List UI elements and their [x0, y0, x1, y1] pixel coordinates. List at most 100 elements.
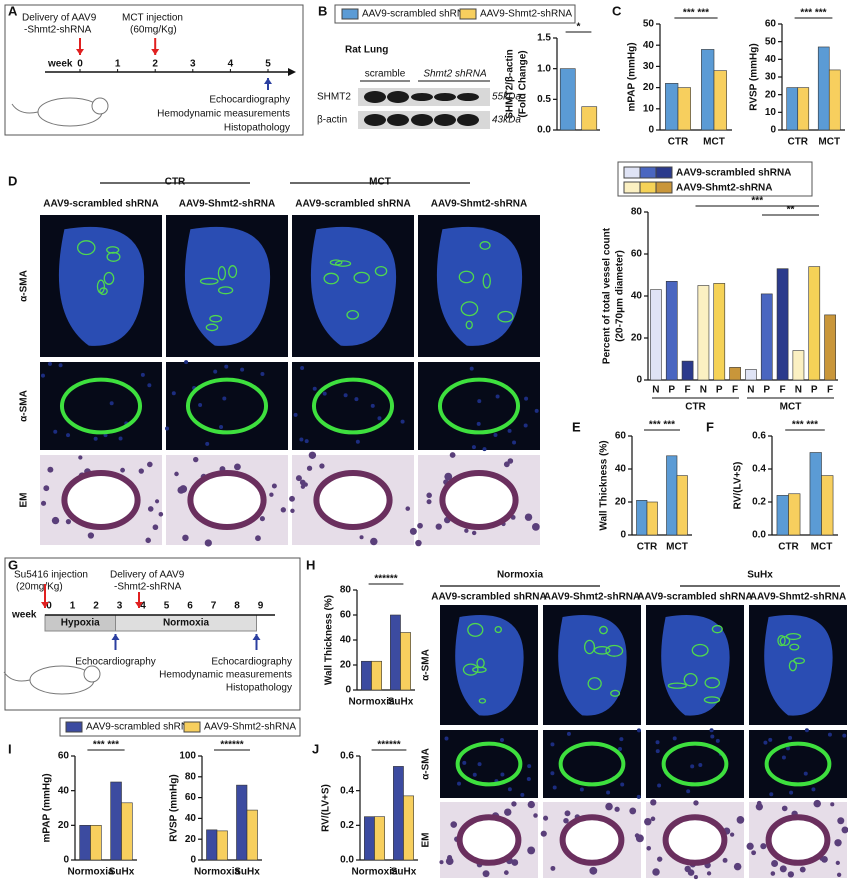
vessel [497, 310, 514, 323]
nucleus [837, 817, 845, 825]
nucleus [471, 530, 477, 536]
nucleus [527, 764, 532, 769]
vessel [460, 301, 479, 317]
legend-box [59, 717, 301, 737]
nucleus [614, 806, 620, 812]
week-label: 8 [234, 601, 240, 612]
legend-label: AAV9-scrambled shRNA [362, 9, 471, 20]
y-tick-label: 0 [620, 530, 626, 541]
nucleus [295, 475, 302, 482]
nucleus [140, 372, 145, 377]
nucleus [476, 421, 481, 426]
x-tick-label: N [700, 385, 707, 396]
x-tick-label: F [685, 385, 691, 396]
panel-letter: B [318, 3, 327, 18]
label: SuHx [747, 570, 773, 581]
y-tick-label: 20 [765, 89, 777, 100]
nucleus [179, 485, 188, 493]
arrow-head [288, 68, 296, 76]
nucleus [53, 429, 58, 434]
bar [400, 632, 411, 691]
legend-label: AAV9-Shmt2-shRNA [204, 722, 296, 733]
nucleus [789, 790, 794, 795]
nucleus [503, 870, 509, 876]
nucleus [686, 789, 691, 794]
sig-label: *** *** [800, 8, 826, 19]
vessel [228, 265, 238, 279]
nucleus [65, 518, 72, 525]
nucleus [138, 468, 144, 474]
nucleus [605, 802, 613, 811]
nucleus [507, 458, 514, 464]
vessel [779, 635, 791, 647]
vessel [103, 271, 115, 285]
bar [666, 455, 678, 536]
bar [828, 69, 841, 131]
nucleus [526, 777, 531, 782]
x-tick-label: Normoxia [67, 867, 114, 878]
y-axis-label: Wall Thickness (%) [324, 595, 335, 685]
nucleus [579, 787, 584, 792]
vessel [96, 279, 106, 294]
bar [808, 266, 821, 381]
bar [393, 766, 404, 861]
nucleus [152, 524, 159, 531]
x-tick-label: SuHx [388, 697, 414, 708]
label: EM [421, 833, 432, 848]
nucleus [841, 826, 848, 834]
label: -Shmt2-shRNA [24, 25, 92, 36]
nucleus [781, 805, 788, 812]
micrograph [646, 730, 744, 798]
group-label: MCT [780, 402, 802, 413]
nucleus [606, 790, 611, 795]
week-label: 1 [70, 601, 76, 612]
nucleus [690, 764, 695, 769]
tissue [455, 615, 524, 716]
vessel [465, 320, 473, 330]
nucleus [520, 792, 525, 797]
label: AAV9-Shmt2-shRNA [431, 199, 528, 210]
nucleus [755, 803, 763, 811]
legend-label: AAV9-Shmt2-shRNA [480, 9, 572, 20]
nucleus [165, 426, 170, 431]
nucleus [650, 816, 656, 822]
sig-label: ****** [374, 574, 397, 585]
nucleus [469, 366, 474, 371]
nucleus [58, 363, 63, 368]
band [434, 114, 456, 126]
nucleus [355, 439, 360, 444]
nucleus [770, 871, 776, 876]
y-tick-label: 80 [631, 207, 643, 218]
nucleus [842, 733, 847, 738]
vessel [187, 470, 267, 530]
nucleus [687, 869, 695, 876]
bar [216, 830, 228, 861]
panel-letter: J [312, 741, 319, 756]
nucleus [359, 535, 364, 540]
nucleus [477, 762, 482, 767]
nucleus [760, 843, 767, 850]
vessel [482, 273, 491, 289]
x-tick-label: N [795, 385, 802, 396]
vessel [185, 377, 269, 435]
nucleus [400, 419, 405, 424]
y-tick-label: 80 [340, 585, 352, 596]
panel-a-box [4, 4, 304, 136]
week-label: 5 [265, 59, 271, 70]
nucleus [66, 433, 71, 438]
tissue [764, 615, 833, 716]
vessel [788, 660, 797, 672]
nucleus [405, 506, 411, 511]
nucleus [652, 868, 660, 876]
y-tick-label: 20 [58, 820, 70, 831]
vessel [785, 633, 802, 641]
label: α-SMA [421, 748, 432, 780]
nucleus [224, 364, 229, 369]
label: Histopathology [224, 123, 290, 134]
nucleus [147, 383, 152, 388]
micrograph [418, 362, 540, 450]
vessel [764, 741, 832, 787]
nucleus [450, 821, 458, 828]
bar [713, 70, 727, 131]
y-tick-label: 10 [643, 103, 655, 114]
